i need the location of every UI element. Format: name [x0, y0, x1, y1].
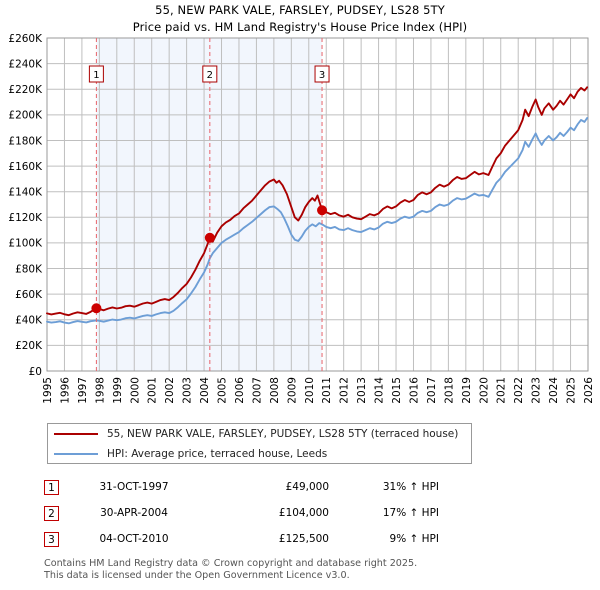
ownership-span-shading [96, 38, 323, 371]
transaction-index-badge: 1 [44, 479, 59, 495]
x-axis-tick-label: 2015 [391, 377, 403, 404]
x-axis-tick-label: 2021 [496, 377, 508, 404]
x-axis-tick-label: 2025 [566, 377, 578, 404]
y-axis-tick-label: £60K [15, 289, 43, 301]
hpi-line-chart: £0 £20K £40K £60K £80K £100K £120K £140K £160K £1… [8, 34, 595, 404]
x-axis-tick-label: 2012 [339, 377, 351, 404]
x-axis-tick-label: 2010 [304, 377, 316, 404]
x-axis-tick-label: 2011 [321, 377, 333, 404]
legend-label-property: 55, NEW PARK VALE, FARSLEY, PUDSEY, LS28… [107, 428, 459, 440]
y-axis-tick-label: £0 [29, 366, 42, 378]
x-axis-tick-label: 2022 [513, 377, 525, 404]
legend-swatch-property [54, 433, 98, 435]
x-axis-tick-label: 2008 [269, 377, 281, 404]
transaction-date: 31-OCT-1997 [99, 481, 169, 493]
x-axis-tick-label: 2002 [164, 377, 176, 404]
attribution-footer: Contains HM Land Registry data © Crown c… [44, 558, 564, 581]
y-axis-tick-label: £180K [8, 135, 43, 147]
marker-badge-label: 1 [93, 70, 99, 81]
page-title: 55, NEW PARK VALE, FARSLEY, PUDSEY, LS28… [0, 2, 600, 36]
y-axis-tick-label: £140K [8, 186, 43, 198]
x-axis-tick-label: 2017 [426, 377, 438, 404]
legend-item-hpi: HPI: Average price, terraced house, Leed… [48, 444, 471, 464]
footer-line-licence: This data is licensed under the Open Gov… [44, 569, 350, 581]
marker-badge-label: 3 [319, 70, 325, 81]
marker-dot[interactable] [204, 232, 215, 243]
transaction-date: 04-OCT-2010 [99, 533, 169, 545]
x-axis-tick-label: 1997 [77, 377, 89, 404]
series-line-hpi [46, 117, 589, 325]
marker-badge-box[interactable] [88, 65, 104, 83]
transaction-hpi-delta: 17% ↑ HPI [382, 507, 439, 519]
marker-badge-box[interactable] [314, 65, 330, 83]
x-axis-tick-label: 1996 [59, 377, 71, 404]
table-row: 2 30-APR-2004 £104,000 17% ↑ HPI [44, 500, 464, 526]
transaction-index-badge: 2 [44, 505, 59, 521]
marker-dot[interactable] [317, 205, 328, 216]
x-axis-tick-label: 2023 [531, 377, 543, 404]
plot-border [46, 37, 589, 372]
transaction-index-badge: 3 [44, 531, 59, 547]
transaction-price: £125,500 [278, 533, 329, 545]
x-axis-tick-label: 2009 [286, 377, 298, 404]
x-axis-tick-label: 2000 [129, 377, 141, 404]
y-axis-tick-label: £260K [8, 34, 43, 45]
y-axis-tick-label: £120K [8, 212, 43, 224]
legend-item-property: 55, NEW PARK VALE, FARSLEY, PUDSEY, LS28… [48, 424, 471, 444]
x-axis-tick-label: 2018 [443, 377, 455, 404]
y-axis-tick-label: £240K [8, 58, 43, 70]
x-axis-tick-label: 1995 [42, 377, 54, 404]
y-axis-tick-label: £100K [8, 238, 43, 250]
y-axis-tick-label: £200K [8, 110, 43, 122]
legend-label-hpi: HPI: Average price, terraced house, Leed… [107, 448, 328, 460]
x-axis-tick-label: 2026 [583, 377, 595, 404]
series-line-property [46, 86, 589, 317]
y-axis-tick-label: £80K [15, 263, 43, 275]
table-row: 1 31-OCT-1997 £49,000 31% ↑ HPI [44, 474, 464, 500]
x-axis-tick-label: 2004 [199, 377, 211, 404]
transaction-price: £49,000 [285, 481, 329, 493]
legend-swatch-hpi [54, 453, 98, 455]
x-axis-tick-label: 2024 [548, 377, 560, 404]
marker-dot[interactable] [91, 303, 102, 314]
x-axis-tick-label: 2006 [234, 377, 246, 404]
transaction-date: 30-APR-2004 [100, 507, 168, 519]
x-axis-tick-label: 2001 [147, 377, 159, 404]
marker-badge-box[interactable] [202, 65, 218, 83]
x-axis-tick-label: 2003 [182, 377, 194, 404]
title-line-address: 55, NEW PARK VALE, FARSLEY, PUDSEY, LS28… [155, 3, 445, 17]
x-axis-tick-label: 2014 [374, 377, 386, 404]
transactions-table: 1 31-OCT-1997 £49,000 31% ↑ HPI 2 30-APR… [44, 474, 464, 552]
x-axis-tick-label: 2007 [251, 377, 263, 404]
x-axis-tick-label: 2013 [356, 377, 368, 404]
x-axis-tick-label: 2019 [461, 377, 473, 404]
transaction-hpi-delta: 31% ↑ HPI [382, 481, 439, 493]
x-axis-tick-label: 2016 [408, 377, 420, 404]
x-axis-tick-label: 1999 [112, 377, 124, 404]
title-line-subtitle: Price paid vs. HM Land Registry's House … [132, 20, 468, 34]
y-axis-tick-label: £20K [15, 340, 43, 352]
y-axis-tick-label: £220K [8, 84, 43, 96]
x-axis-tick-label: 2005 [217, 377, 229, 404]
y-axis-tick-label: £40K [15, 315, 43, 327]
chart-legend: 55, NEW PARK VALE, FARSLEY, PUDSEY, LS28… [47, 423, 472, 464]
footer-line-copyright: Contains HM Land Registry data © Crown c… [44, 558, 418, 569]
transaction-price: £104,000 [278, 507, 329, 519]
marker-badge-label: 2 [207, 70, 213, 81]
transaction-hpi-delta: 9% ↑ HPI [389, 533, 439, 545]
x-axis-tick-label: 2020 [478, 377, 490, 404]
y-axis-tick-label: £160K [8, 161, 43, 173]
x-axis-tick-label: 1998 [94, 377, 106, 404]
table-row: 3 04-OCT-2010 £125,500 9% ↑ HPI [44, 526, 464, 552]
